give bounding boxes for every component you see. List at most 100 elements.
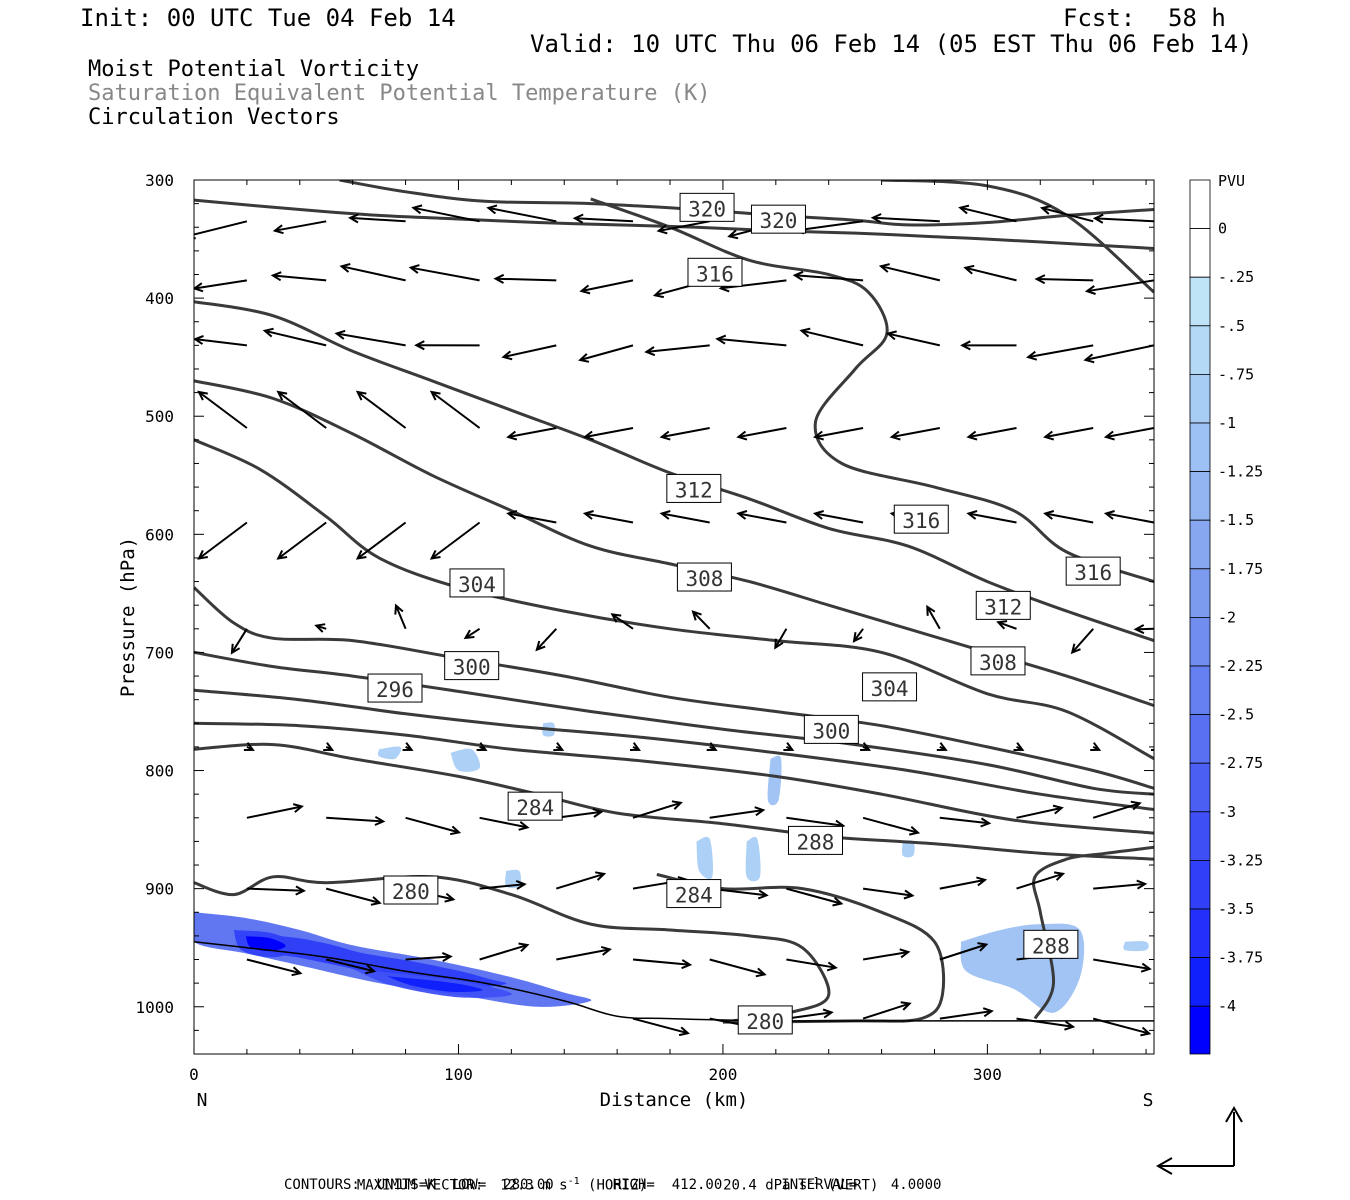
- contour-label-box: [666, 879, 722, 909]
- contour-label-box: [676, 562, 732, 592]
- vector-arrowhead: [272, 224, 284, 235]
- vector-arrowhead: [832, 896, 844, 907]
- terrain-line: [194, 941, 1154, 1022]
- valid-time: Valid: 10 UTC Thu 06 Feb 14 (05 EST Thu …: [530, 30, 1253, 58]
- vector-arrowhead: [411, 204, 423, 215]
- vector-arrowhead: [610, 613, 622, 623]
- vector-shaft: [488, 206, 557, 223]
- vector-arrowhead: [292, 803, 304, 813]
- vector-shaft: [1093, 958, 1150, 970]
- vector-arrowhead: [501, 350, 513, 361]
- vector-shaft: [274, 220, 327, 232]
- colorbar-segment: [1189, 373, 1211, 424]
- vector-shaft: [277, 521, 327, 560]
- x-axis-label: Distance (km): [600, 1089, 749, 1111]
- y-tick-label: 300: [145, 171, 174, 190]
- vector-shaft: [326, 816, 384, 823]
- contour-284: [194, 742, 1154, 861]
- vector-arrowhead: [659, 510, 671, 520]
- vector-shaft: [556, 948, 610, 961]
- contour-labels: 320 320 316 312 316 316 304 308 312 300 308 296 304 3…: [367, 192, 1121, 1035]
- vector-shaft: [997, 621, 1017, 630]
- contour-label: 320: [688, 197, 726, 221]
- contour-label-box: [666, 473, 722, 503]
- vector-arrowhead: [1133, 624, 1145, 635]
- vector-shaft: [508, 427, 557, 438]
- vector-arrowhead: [852, 632, 863, 643]
- contour-label-box: [862, 672, 918, 702]
- colorbar-segment: [1189, 811, 1211, 861]
- contour-label: 300: [812, 719, 850, 743]
- y-tick-label: 1000: [135, 998, 174, 1017]
- vector-arrowhead: [197, 549, 208, 560]
- vector-shaft: [939, 816, 990, 825]
- vector-shaft: [246, 958, 301, 975]
- vert-label: (VERT): [819, 1177, 879, 1194]
- vector-shaft: [1028, 344, 1094, 359]
- vector-shaft: [350, 216, 406, 223]
- vector-arrowhead: [936, 742, 948, 751]
- vector-arrowhead: [444, 892, 456, 903]
- vector-shaft: [584, 427, 634, 438]
- pv-shading: [194, 722, 1149, 1013]
- vector-arrowhead: [754, 806, 766, 817]
- vector-shaft: [611, 613, 634, 630]
- x-tick-label: 300: [973, 1065, 1002, 1084]
- forecast-hour: 58 h: [1168, 4, 1226, 32]
- vector-arrowhead: [374, 815, 386, 826]
- vector-arrowhead: [582, 430, 594, 441]
- vector-shaft: [1045, 512, 1094, 524]
- vector-shaft: [891, 427, 940, 438]
- colorbar-segment: [1189, 762, 1211, 813]
- vector-shaft: [814, 512, 864, 524]
- contour-316: [590, 197, 1154, 584]
- contour-label-box: [737, 1005, 793, 1035]
- colorbar-level-label: -2.25: [1218, 657, 1263, 675]
- contour-label-box: [893, 504, 949, 534]
- vector-arrowhead: [1083, 353, 1095, 364]
- surface-line: [194, 941, 1154, 1022]
- vector-arrowhead: [270, 271, 282, 282]
- pv-region-core: [245, 936, 286, 952]
- vector-arrowhead: [449, 825, 462, 836]
- vector-shaft: [968, 427, 1017, 438]
- vector-arrowhead: [262, 327, 274, 338]
- vector-arrowhead: [1090, 742, 1102, 751]
- title-theta-es: Saturation Equivalent Potential Temperat…: [88, 81, 711, 106]
- vector-arrowhead: [370, 896, 382, 906]
- x-tick-label: 0: [189, 1065, 199, 1084]
- vector-shaft: [795, 220, 864, 232]
- plot-frame: [193, 179, 1155, 1055]
- vector-arrowhead: [355, 390, 367, 401]
- vector-arrowhead: [826, 961, 838, 972]
- vector-arrowhead: [1026, 350, 1038, 361]
- vector-shaft: [581, 279, 634, 292]
- contour-label: 320: [759, 209, 797, 233]
- vector-arrowhead: [878, 263, 890, 273]
- vector-arrowhead: [1034, 274, 1046, 285]
- vector-arrowhead: [860, 742, 872, 751]
- vector-shaft: [1105, 427, 1154, 438]
- vector-arrowhead: [572, 213, 584, 224]
- vector-arrowhead: [1043, 430, 1055, 441]
- vector-shaft: [862, 887, 913, 897]
- pv-region-core: [265, 935, 507, 988]
- colorbar-level-label: -3.5: [1218, 900, 1254, 918]
- init-time: Init: 00 UTC Tue 04 Feb 14: [80, 4, 456, 32]
- colorbar-level-label: -.25: [1218, 268, 1254, 286]
- contour-304: [194, 438, 1154, 761]
- vector-shaft: [325, 887, 380, 904]
- colorbar-level-label: -1: [1218, 414, 1236, 432]
- vector-shaft: [939, 943, 987, 961]
- vector-arrowhead: [429, 390, 441, 401]
- vector-shaft: [1036, 278, 1094, 282]
- vector-arrowhead: [671, 800, 683, 810]
- vector-arrowhead: [592, 807, 604, 818]
- colorbar-segment: [1189, 276, 1211, 327]
- vector-shaft: [814, 427, 864, 438]
- colorbar-segment: [1189, 179, 1211, 229]
- vector-arrowhead: [463, 629, 475, 640]
- vector-shaft: [1016, 806, 1062, 819]
- contour-label: 284: [675, 884, 713, 908]
- vector-shaft: [357, 521, 407, 560]
